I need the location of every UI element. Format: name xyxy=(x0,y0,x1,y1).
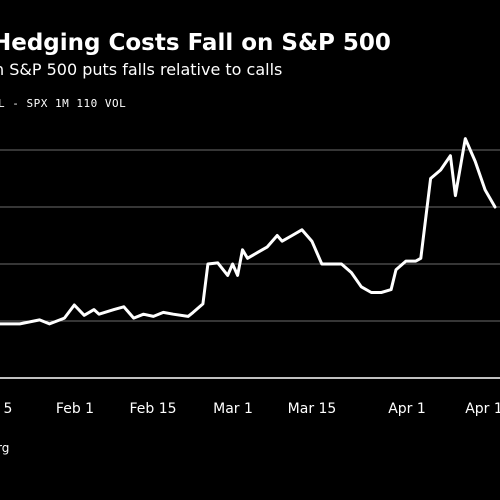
gridlines xyxy=(0,149,500,379)
series-line-0 xyxy=(0,137,497,326)
x-tick-label: Apr 1 xyxy=(465,401,500,417)
x-tick-label: Mar 1 xyxy=(213,401,253,417)
chart-title: Hedging Costs Fall on S&P 500 xyxy=(0,30,391,56)
source-note: rg xyxy=(0,441,9,455)
x-tick-label: Mar 15 xyxy=(288,401,337,417)
x-axis-ticks: 5 Feb 1 Feb 15 Mar 1 Mar 15 Apr 1 Apr 1 xyxy=(4,401,500,417)
plot-area xyxy=(0,137,497,326)
x-tick-label: Feb 15 xyxy=(129,401,176,417)
x-tick-label: Feb 1 xyxy=(56,401,94,417)
x-tick-label: 5 xyxy=(4,401,13,417)
legend-label: L - SPX 1M 110 VOL xyxy=(0,97,126,110)
x-tick-label: Apr 1 xyxy=(388,401,426,417)
chart-subtitle: h S&P 500 puts falls relative to calls xyxy=(0,60,282,79)
